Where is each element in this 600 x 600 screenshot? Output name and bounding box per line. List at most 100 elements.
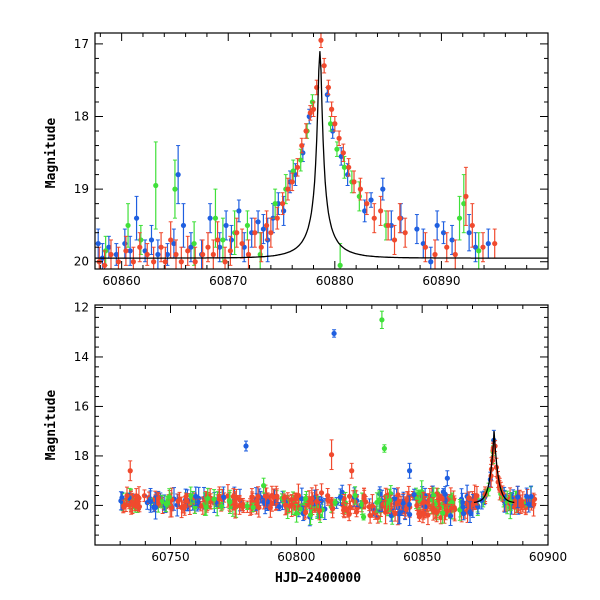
outlier-point-red — [127, 460, 133, 482]
data-point-red — [205, 232, 211, 263]
data-point-red — [402, 217, 408, 248]
data-point-red — [294, 158, 301, 177]
baseline-point-red — [282, 494, 288, 516]
baseline-point-blue — [337, 488, 343, 506]
data-point-green — [272, 188, 278, 219]
baseline-point-red — [530, 501, 536, 509]
y-tick-label: 20 — [74, 498, 89, 512]
top-panel-lightcurve: 60860 60870 60880 60890 17 18 19 20 — [74, 32, 549, 288]
data-point-blue — [449, 224, 455, 255]
data-point-red — [391, 224, 398, 255]
baseline-point-green — [250, 502, 256, 513]
plot-frame — [94, 32, 549, 270]
data-point-red — [310, 101, 317, 118]
data-point-blue — [175, 145, 181, 205]
baseline-point-green — [302, 494, 309, 504]
baseline-point-red — [316, 501, 322, 521]
data-point-red — [346, 158, 352, 177]
data-point-blue — [188, 232, 194, 263]
data-point-red — [463, 166, 469, 226]
baseline-point-green — [360, 513, 367, 521]
data-point-blue — [223, 210, 229, 241]
baseline-point-red — [344, 503, 350, 518]
plot-area — [118, 310, 538, 527]
data-point-blue — [148, 224, 155, 255]
data-point-green — [191, 221, 197, 266]
baseline-point-red — [421, 509, 427, 519]
baseline-point-red — [231, 493, 237, 511]
data-point-red — [469, 203, 475, 248]
baseline-point-red — [518, 501, 525, 511]
data-point-red — [158, 232, 164, 263]
baseline-point-green — [376, 490, 382, 510]
baseline-point-blue — [461, 506, 467, 521]
data-point-red — [178, 246, 184, 269]
baseline-point-red — [175, 493, 181, 509]
data-point-green — [125, 203, 131, 248]
top-y-axis-label: Magnitude — [44, 118, 59, 189]
data-point-blue — [127, 235, 133, 266]
outlier-point-red — [349, 462, 355, 479]
axis-ticks — [94, 305, 549, 546]
outlier-point-blue — [243, 440, 249, 452]
baseline-point-red — [267, 497, 273, 518]
model-curve — [95, 51, 548, 259]
baseline-point-red — [392, 505, 398, 522]
data-point-red — [480, 232, 486, 263]
baseline-point-red — [367, 507, 373, 524]
baseline-point-blue — [276, 502, 282, 512]
bottom-panel-lightcurve: 60750 60800 60850 60900 12 14 16 18 20 — [74, 300, 567, 564]
data-point-red — [108, 239, 114, 269]
data-point-red — [245, 239, 252, 269]
data-point-red — [130, 246, 136, 269]
baseline-point-red — [262, 484, 269, 508]
data-point-green — [356, 181, 362, 212]
data-point-green — [327, 116, 334, 132]
baseline-point-red — [414, 499, 420, 511]
data-point-blue — [472, 232, 479, 263]
baseline-point-blue — [515, 485, 521, 509]
baseline-point-blue — [407, 503, 413, 526]
baseline-point-blue — [524, 487, 530, 506]
y-tick-label: 14 — [74, 350, 89, 364]
y-tick-label: 20 — [74, 255, 89, 269]
outlier-point-blue — [444, 470, 450, 487]
data-point-red — [115, 246, 122, 269]
x-tick-label: 60800 — [277, 550, 315, 564]
data-point-red — [222, 246, 228, 269]
data-point-green — [244, 210, 251, 241]
data-point-red — [234, 217, 240, 248]
baseline-point-green — [332, 498, 338, 507]
baseline-point-red — [288, 494, 295, 506]
bottom-y-axis-label: Magnitude — [44, 390, 59, 461]
data-point-blue — [260, 214, 267, 245]
data-point-green — [172, 159, 178, 219]
data-point-red — [321, 57, 327, 74]
baseline-point-red — [216, 489, 222, 509]
y-tick-label: 16 — [74, 399, 89, 413]
data-point-blue — [270, 203, 276, 234]
data-point-red — [364, 192, 370, 216]
baseline-point-blue — [442, 486, 448, 503]
plot-frame — [94, 304, 549, 546]
data-point-red — [264, 210, 270, 241]
data-point-red — [252, 217, 258, 248]
baseline-point-red — [141, 489, 148, 502]
data-point-red — [274, 206, 280, 230]
data-point-red — [285, 177, 291, 201]
x-tick-label: 60880 — [316, 274, 354, 288]
x-tick-label: 60890 — [422, 274, 460, 288]
baseline-point-red — [135, 494, 141, 509]
data-point-red — [336, 130, 342, 147]
data-point-red — [422, 232, 429, 263]
baseline-point-green — [386, 488, 393, 512]
outlier-point-green — [379, 310, 385, 330]
baseline-point-green — [188, 486, 194, 506]
baseline-point-green — [352, 486, 358, 505]
data-point-red — [162, 246, 168, 269]
data-point-red — [279, 192, 286, 216]
baseline-point-red — [448, 503, 454, 513]
baseline-point-red — [274, 488, 280, 505]
data-point-blue — [133, 195, 140, 241]
x-tick-label: 60900 — [529, 550, 567, 564]
